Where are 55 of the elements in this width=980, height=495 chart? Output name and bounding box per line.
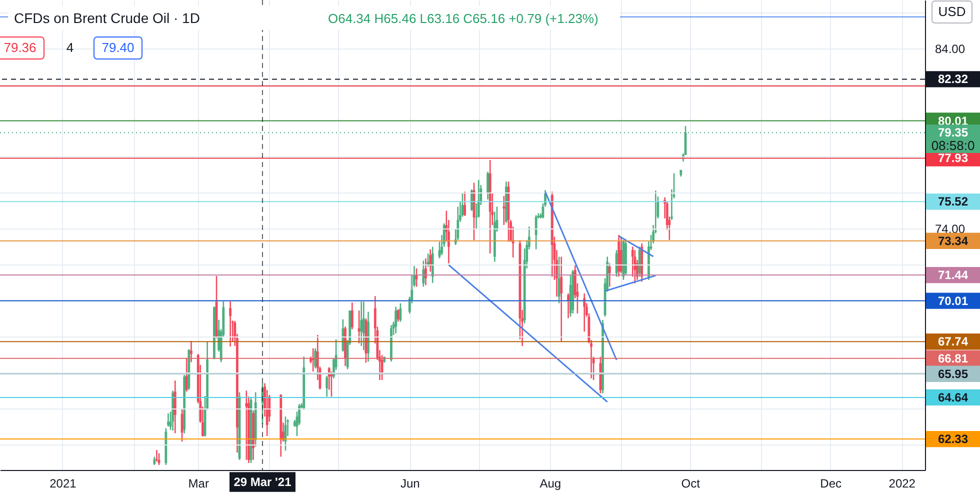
candlestick (350, 302, 354, 330)
x-tick-label: Aug (540, 476, 562, 490)
candlestick (560, 256, 563, 342)
candlestick (394, 306, 398, 334)
candlestick (190, 340, 192, 363)
candlestick (456, 206, 460, 241)
candlestick (486, 171, 489, 200)
candlestick (422, 260, 425, 288)
ref-line-label: 73.34 (938, 234, 968, 248)
candlestick (431, 246, 434, 284)
y-tick-label: 74.00 (935, 222, 966, 236)
text: CFDs on Brent Crude Oil · 1D (14, 10, 200, 26)
candlestick (424, 258, 427, 286)
annotation: 79.36 (4, 40, 36, 55)
ref-line-label: 29 Mar '21 (234, 475, 292, 489)
candlestick (429, 248, 432, 272)
annotation: 4 (66, 40, 74, 55)
ref-line-label: 71.44 (938, 268, 968, 282)
annotation: 79.40 (102, 40, 134, 55)
ref-line-label: 67.74 (938, 334, 968, 349)
ref-line-label: 62.33 (938, 432, 968, 446)
ref-line-label: 75.52 (938, 194, 968, 209)
x-tick-label: Dec (820, 476, 842, 490)
y-tick-label: 84.00 (935, 42, 966, 56)
x-tick-label: Jun (400, 476, 420, 490)
candlestick (464, 191, 466, 217)
candlestick (399, 302, 402, 322)
ref-line-label: 70.01 (938, 294, 968, 308)
ref-line-label: 80.01 (938, 114, 968, 128)
x-tick-label: Mar (188, 476, 209, 490)
text: 08:58:0 (931, 138, 975, 153)
candlestick (156, 449, 158, 462)
candlestick (634, 249, 636, 284)
candlestick (314, 348, 317, 369)
x-tick-label: Oct (681, 476, 701, 490)
candlestick (174, 380, 176, 434)
x-tick-label: 2022 (888, 476, 916, 490)
candlestick (167, 412, 170, 428)
ref-line-label: 65.95 (938, 366, 968, 381)
x-tick-label: 2021 (50, 476, 77, 490)
ref-line-label: 64.64 (938, 390, 968, 404)
ref-line-label: 82.32 (938, 72, 968, 86)
text: USD (938, 4, 966, 19)
ref-line-label: 77.93 (938, 151, 968, 166)
candlestick (360, 301, 363, 347)
candlestick (470, 188, 473, 212)
ref-line-label: 66.81 (938, 351, 968, 366)
candlestick (502, 195, 506, 226)
annotation: O64.34 H65.46 L63.16 C65.16 +0.79 (+1.23%) (328, 11, 598, 26)
candlestick (245, 390, 248, 461)
ref-line-label: 79.35 (938, 126, 968, 140)
candlestick (534, 214, 538, 250)
candlestick (326, 375, 328, 398)
candlestick (608, 262, 611, 288)
candlestick (229, 300, 232, 348)
